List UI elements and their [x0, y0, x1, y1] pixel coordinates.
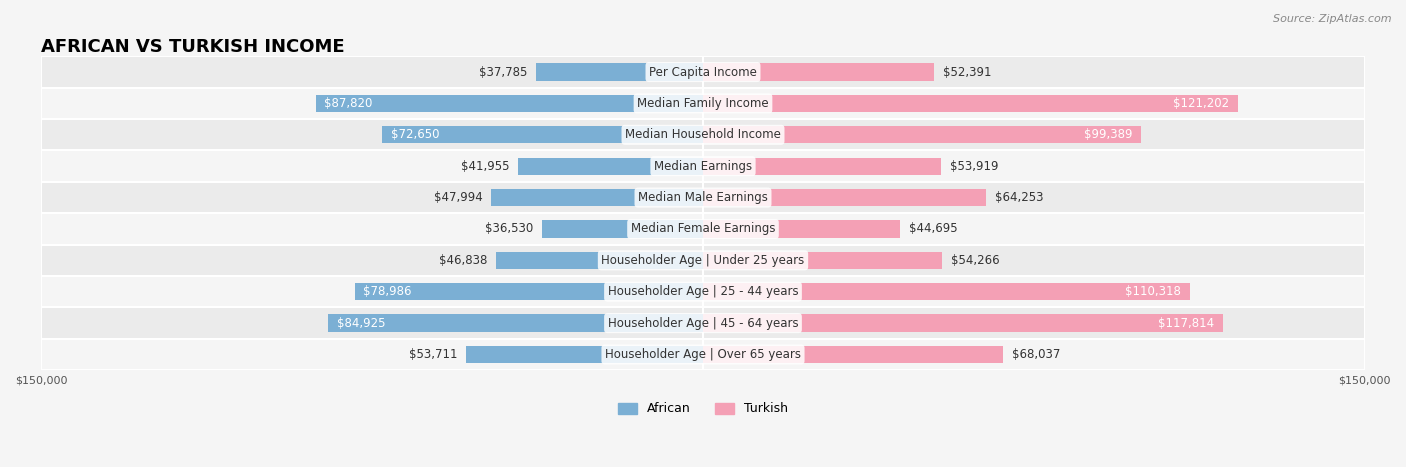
Text: Median Earnings: Median Earnings [654, 160, 752, 173]
FancyBboxPatch shape [517, 157, 703, 175]
Text: $87,820: $87,820 [325, 97, 373, 110]
FancyBboxPatch shape [536, 64, 703, 81]
Text: AFRICAN VS TURKISH INCOME: AFRICAN VS TURKISH INCOME [41, 38, 344, 57]
FancyBboxPatch shape [41, 119, 1365, 150]
Text: $78,986: $78,986 [363, 285, 412, 298]
Text: $36,530: $36,530 [485, 222, 533, 235]
FancyBboxPatch shape [41, 245, 1365, 276]
Text: $84,925: $84,925 [337, 317, 385, 330]
Text: $68,037: $68,037 [1012, 348, 1060, 361]
Text: $53,711: $53,711 [409, 348, 457, 361]
Text: $46,838: $46,838 [439, 254, 488, 267]
FancyBboxPatch shape [491, 189, 703, 206]
Legend: African, Turkish: African, Turkish [613, 397, 793, 420]
Text: Median Household Income: Median Household Income [626, 128, 780, 142]
Text: $37,785: $37,785 [479, 65, 527, 78]
Text: Median Male Earnings: Median Male Earnings [638, 191, 768, 204]
FancyBboxPatch shape [703, 346, 1002, 363]
FancyBboxPatch shape [703, 189, 987, 206]
Text: $99,389: $99,389 [1084, 128, 1133, 142]
FancyBboxPatch shape [465, 346, 703, 363]
FancyBboxPatch shape [703, 220, 900, 238]
Text: Median Female Earnings: Median Female Earnings [631, 222, 775, 235]
FancyBboxPatch shape [382, 126, 703, 143]
Text: Per Capita Income: Per Capita Income [650, 65, 756, 78]
Text: $52,391: $52,391 [943, 65, 991, 78]
FancyBboxPatch shape [41, 88, 1365, 119]
FancyBboxPatch shape [703, 314, 1223, 332]
Text: $44,695: $44,695 [910, 222, 957, 235]
FancyBboxPatch shape [703, 95, 1237, 112]
FancyBboxPatch shape [354, 283, 703, 300]
Text: $64,253: $64,253 [995, 191, 1043, 204]
Text: Householder Age | Over 65 years: Householder Age | Over 65 years [605, 348, 801, 361]
Text: $54,266: $54,266 [952, 254, 1000, 267]
Text: Source: ZipAtlas.com: Source: ZipAtlas.com [1274, 14, 1392, 24]
Text: $110,318: $110,318 [1125, 285, 1181, 298]
Text: $41,955: $41,955 [461, 160, 509, 173]
FancyBboxPatch shape [41, 182, 1365, 213]
FancyBboxPatch shape [703, 157, 941, 175]
Text: $47,994: $47,994 [433, 191, 482, 204]
FancyBboxPatch shape [41, 57, 1365, 88]
FancyBboxPatch shape [703, 64, 934, 81]
FancyBboxPatch shape [329, 314, 703, 332]
Text: Householder Age | Under 25 years: Householder Age | Under 25 years [602, 254, 804, 267]
FancyBboxPatch shape [41, 213, 1365, 245]
FancyBboxPatch shape [315, 95, 703, 112]
Text: Householder Age | 45 - 64 years: Householder Age | 45 - 64 years [607, 317, 799, 330]
FancyBboxPatch shape [703, 126, 1142, 143]
FancyBboxPatch shape [41, 276, 1365, 307]
FancyBboxPatch shape [703, 252, 942, 269]
Text: Median Family Income: Median Family Income [637, 97, 769, 110]
FancyBboxPatch shape [496, 252, 703, 269]
Text: $53,919: $53,919 [949, 160, 998, 173]
FancyBboxPatch shape [41, 339, 1365, 370]
FancyBboxPatch shape [703, 283, 1189, 300]
Text: $121,202: $121,202 [1173, 97, 1229, 110]
Text: $117,814: $117,814 [1157, 317, 1213, 330]
FancyBboxPatch shape [541, 220, 703, 238]
Text: $72,650: $72,650 [391, 128, 440, 142]
Text: Householder Age | 25 - 44 years: Householder Age | 25 - 44 years [607, 285, 799, 298]
FancyBboxPatch shape [41, 307, 1365, 339]
FancyBboxPatch shape [41, 150, 1365, 182]
